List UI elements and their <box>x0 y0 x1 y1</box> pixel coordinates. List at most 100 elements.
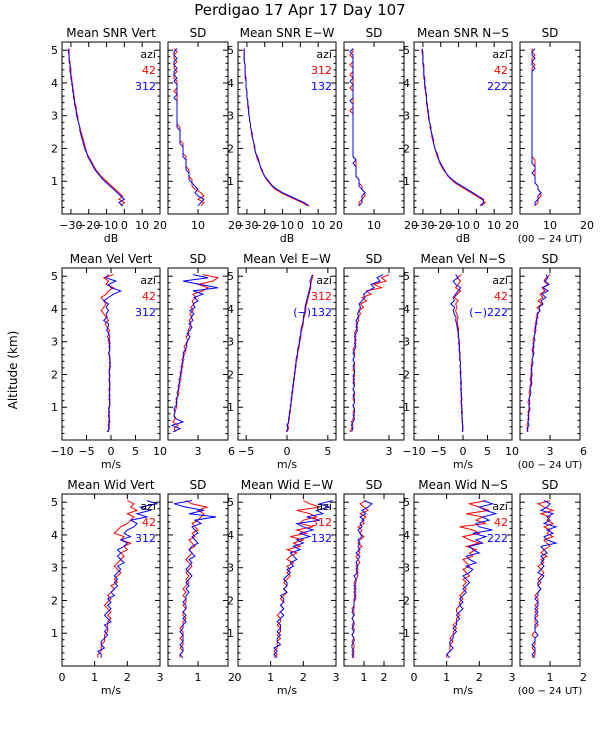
x-tick-label: −5 <box>430 445 446 458</box>
x-tick-label: 20 <box>153 219 167 232</box>
x-tick-label: 10 <box>191 219 205 232</box>
legend-title: azi <box>316 274 332 287</box>
x-tick-label: −10 <box>447 219 470 232</box>
series-line-132 <box>285 274 313 433</box>
panel-10: SD 3 <box>343 252 405 458</box>
series-line-312 <box>273 500 320 659</box>
series-line-132 <box>349 48 366 207</box>
y-tick-label: 1 <box>51 401 58 414</box>
series-line-312 <box>173 500 217 659</box>
x-tick-label: 2 <box>476 671 483 684</box>
series-line-222 <box>526 274 550 432</box>
legend-entry: 42 <box>494 516 508 529</box>
panel-title: Mean Vel E−W <box>243 252 331 266</box>
y-tick-label: 5 <box>227 496 234 509</box>
y-tick-label: 1 <box>227 627 234 640</box>
series-line-222 <box>531 500 558 659</box>
x-tick-label: 2 <box>124 671 131 684</box>
y-tick-label: 5 <box>403 44 410 57</box>
x-axis-label: m/s <box>277 684 297 697</box>
legend-entry: 312 <box>135 80 156 93</box>
y-tick-label: 1 <box>403 175 410 188</box>
legend-entry: 312 <box>311 516 332 529</box>
legend-title: azi <box>140 48 156 61</box>
y-tick-label: 3 <box>403 336 410 349</box>
series-line-132 <box>351 500 373 659</box>
y-tick-label: 3 <box>51 562 58 575</box>
x-tick-label: 10 <box>367 219 381 232</box>
legend-title: azi <box>316 48 332 61</box>
y-tick-label: 4 <box>227 303 234 316</box>
x-tick-label: 1 <box>267 671 274 684</box>
panel-14: SD 1 2 <box>167 478 235 684</box>
x-tick-label: −10 <box>95 219 118 232</box>
panel-title: SD <box>366 478 383 492</box>
legend-entry: 42 <box>494 290 508 303</box>
x-tick-label: 0 <box>473 219 480 232</box>
y-tick-label: 5 <box>227 44 234 57</box>
x-tick-label: 10 <box>487 219 501 232</box>
y-tick-label: 2 <box>51 594 58 607</box>
x-tick-label: 0 <box>460 445 467 458</box>
y-tick-label: 1 <box>227 175 234 188</box>
x-tick-label: −5 <box>78 445 94 458</box>
y-tick-label: 1 <box>403 401 410 414</box>
panel-title: Mean Wid Vert <box>67 478 154 492</box>
x-axis-label: m/s <box>453 458 473 471</box>
legend-entry: 132 <box>311 80 332 93</box>
x-tick-label: 20 <box>505 219 519 232</box>
panel-title: Mean Vel Vert <box>70 252 153 266</box>
panel-frame <box>413 41 513 215</box>
x-tick-label: 3 <box>333 671 340 684</box>
legend-title: azi <box>492 500 508 513</box>
y-tick-label: 2 <box>227 142 234 155</box>
panel-title: Mean SNR N−S <box>417 26 509 40</box>
x-axis-label: dB <box>104 232 119 245</box>
y-tick-label: 2 <box>403 594 410 607</box>
series-line-312 <box>170 274 219 433</box>
series-line-312 <box>67 48 126 207</box>
series-line-42 <box>421 48 487 207</box>
x-axis-label: m/s <box>101 458 121 471</box>
legend-title: azi <box>492 48 508 61</box>
y-tick-label: 1 <box>403 627 410 640</box>
series-line-42 <box>526 274 551 432</box>
panel-title: Mean Vel N−S <box>421 252 506 266</box>
x-axis-label: dB <box>456 232 471 245</box>
x-tick-label: 2 <box>580 671 587 684</box>
panel-frame <box>237 41 337 215</box>
x-tick-label: 0 <box>108 445 115 458</box>
legend-title: azi <box>140 274 156 287</box>
panel-8: SD 3 6 <box>167 252 235 458</box>
x-tick-label: 1 <box>443 671 450 684</box>
panel-frame <box>237 493 337 667</box>
legend-entry: 222 <box>487 532 508 545</box>
panel-5: Mean SNR N−S 1 2 3 4 5 −30−20−10 0 10 20 dB azi 42 22… <box>403 26 519 245</box>
x-tick-label: −20 <box>429 219 452 232</box>
series-line-312 <box>286 274 314 433</box>
panel-title: SD <box>366 252 383 266</box>
series-line-132 <box>243 48 310 207</box>
panel-7: Mean Vel Vert 1 2 3 4 5 −10 −5 0 5 10 m/s azi 42 312 <box>50 252 167 471</box>
time-range-label: (00 − 24 UT) <box>518 686 583 697</box>
y-tick-label: 4 <box>403 303 410 316</box>
series-line-312 <box>349 48 366 206</box>
series-line-42 <box>68 48 126 207</box>
x-tick-label: 10 <box>543 219 557 232</box>
series-line-312 <box>102 274 123 433</box>
x-tick-label: 5 <box>484 445 491 458</box>
panel-title: SD <box>542 26 559 40</box>
legend-entry: 42 <box>142 290 156 303</box>
y-tick-label: 1 <box>227 401 234 414</box>
y-tick-label: 1 <box>51 175 58 188</box>
x-tick-label: −30 <box>59 219 82 232</box>
panel-4: SD 10 20 <box>343 26 418 232</box>
x-axis-label: m/s <box>101 684 121 697</box>
x-tick-label: 6 <box>580 445 587 458</box>
legend-entry: 132 <box>311 532 332 545</box>
x-tick-label: 1 <box>547 671 554 684</box>
series-line-222 <box>445 500 498 659</box>
panel-frame <box>343 267 405 441</box>
